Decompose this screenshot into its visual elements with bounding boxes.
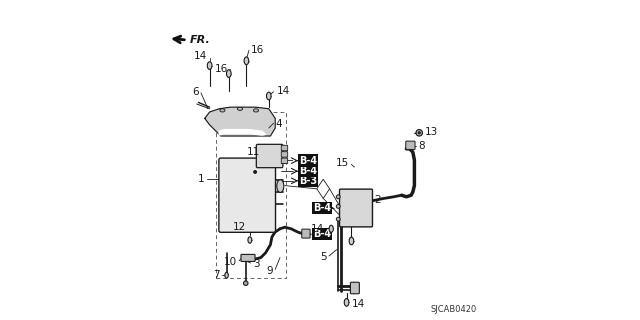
FancyBboxPatch shape — [282, 152, 288, 157]
Text: 14: 14 — [276, 86, 290, 96]
Ellipse shape — [237, 107, 243, 110]
FancyBboxPatch shape — [302, 229, 310, 238]
FancyBboxPatch shape — [406, 141, 415, 149]
Ellipse shape — [337, 217, 340, 221]
Ellipse shape — [243, 281, 248, 285]
Ellipse shape — [266, 92, 271, 100]
Polygon shape — [219, 130, 266, 135]
Text: 16: 16 — [214, 64, 228, 75]
Text: FR.: FR. — [189, 35, 210, 45]
Text: 6: 6 — [192, 86, 198, 97]
Text: 1: 1 — [198, 174, 204, 184]
Ellipse shape — [349, 237, 354, 245]
Text: B-4: B-4 — [313, 203, 331, 213]
Text: 10: 10 — [223, 257, 237, 267]
Text: 14: 14 — [351, 299, 365, 309]
Ellipse shape — [253, 171, 257, 173]
Ellipse shape — [225, 272, 228, 278]
Text: 11: 11 — [246, 147, 260, 157]
Ellipse shape — [418, 132, 420, 134]
Text: 8: 8 — [419, 140, 425, 151]
Text: 2: 2 — [374, 195, 381, 205]
Text: 14: 14 — [310, 224, 324, 234]
Ellipse shape — [277, 180, 284, 192]
FancyBboxPatch shape — [241, 254, 255, 261]
Text: 5: 5 — [320, 252, 326, 262]
Text: B-4: B-4 — [300, 156, 317, 166]
Text: 14: 14 — [194, 51, 207, 61]
Text: B-4: B-4 — [300, 166, 317, 176]
Ellipse shape — [220, 109, 225, 112]
Text: 4: 4 — [276, 119, 282, 129]
Ellipse shape — [329, 225, 333, 232]
Text: 9: 9 — [266, 266, 273, 276]
Text: 7: 7 — [214, 270, 220, 280]
FancyBboxPatch shape — [339, 189, 372, 227]
FancyBboxPatch shape — [351, 282, 360, 294]
Text: 16: 16 — [251, 44, 264, 55]
Polygon shape — [205, 107, 275, 136]
Text: B-4: B-4 — [313, 229, 331, 239]
FancyBboxPatch shape — [219, 158, 275, 232]
Ellipse shape — [337, 204, 340, 208]
Text: 3: 3 — [253, 259, 260, 269]
FancyBboxPatch shape — [256, 144, 283, 168]
Bar — [216, 112, 287, 278]
Text: 13: 13 — [425, 127, 438, 137]
Text: B-3: B-3 — [300, 176, 317, 186]
Ellipse shape — [344, 299, 349, 306]
Ellipse shape — [416, 130, 422, 136]
Text: 12: 12 — [232, 221, 246, 232]
Ellipse shape — [253, 109, 259, 112]
Ellipse shape — [227, 70, 231, 77]
Text: SJCAB0420: SJCAB0420 — [431, 305, 477, 314]
Ellipse shape — [337, 195, 340, 199]
Ellipse shape — [207, 62, 212, 69]
FancyBboxPatch shape — [282, 158, 288, 164]
Ellipse shape — [248, 237, 252, 243]
Text: 15: 15 — [335, 158, 349, 168]
Ellipse shape — [244, 57, 249, 65]
FancyBboxPatch shape — [282, 145, 288, 151]
